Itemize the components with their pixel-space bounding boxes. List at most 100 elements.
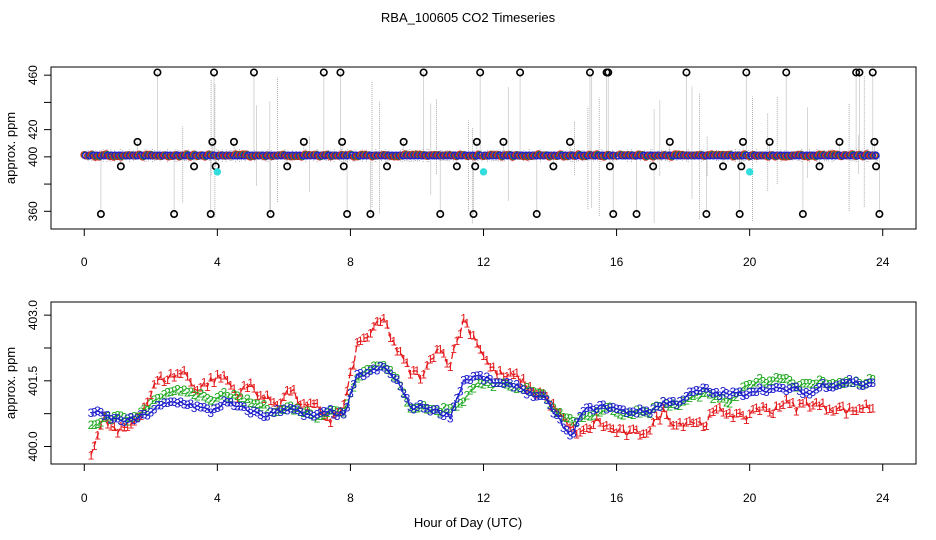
series-marker: 2: [710, 392, 717, 406]
series-marker: 3: [597, 398, 604, 412]
series-marker: 1: [404, 356, 411, 370]
series-marker: 1: [327, 416, 334, 430]
series-marker: 2: [261, 398, 268, 412]
series-marker: 1: [740, 408, 747, 422]
outlier-point: [339, 162, 348, 171]
y-tick-label: 360: [26, 201, 40, 221]
series-marker: 1: [301, 396, 308, 410]
series-marker: 1: [497, 363, 504, 377]
series-marker: 1: [324, 410, 331, 424]
series-marker: 2: [836, 376, 843, 390]
series-marker: 3: [856, 378, 863, 392]
series-marker: 3: [267, 405, 274, 419]
series-marker: 3: [464, 373, 471, 387]
series-marker: 1: [630, 422, 637, 436]
series-marker: 1: [567, 421, 574, 435]
series-marker: 3: [261, 410, 268, 424]
series-marker: 1: [151, 378, 158, 392]
series-marker: 1: [414, 364, 421, 378]
series-marker: 2: [98, 415, 105, 429]
series-marker: 1: [796, 397, 803, 411]
series-marker: 3: [340, 408, 347, 422]
outlier-point: [665, 137, 674, 146]
series-marker: 3: [656, 400, 663, 414]
series-marker: 3: [783, 384, 790, 398]
series-marker: 3: [417, 398, 424, 412]
x-tick-label: 12: [477, 255, 491, 269]
series-marker: 1: [800, 396, 807, 410]
outlier-point: [609, 210, 618, 219]
series-marker: 1: [686, 414, 693, 428]
series-marker: 3: [187, 397, 194, 411]
series-marker: 2: [217, 389, 224, 403]
series-marker: 3: [414, 400, 421, 414]
series-marker: 2: [251, 397, 258, 411]
series-marker: 1: [523, 383, 530, 397]
series-marker: 1: [656, 413, 663, 427]
series-marker: 3: [194, 399, 201, 413]
series-marker: 1: [177, 367, 184, 381]
series-marker: 1: [357, 334, 364, 348]
outlier-point: [338, 137, 347, 146]
x-tick-label: 4: [214, 255, 221, 269]
outlier-point: [875, 210, 884, 219]
series-marker: 3: [114, 411, 121, 425]
series-marker: 2: [563, 411, 570, 425]
series-marker: 1: [673, 418, 680, 432]
series-marker: 1: [760, 399, 767, 413]
series-marker: 1: [633, 423, 640, 437]
series-marker: 2: [483, 375, 490, 389]
series-marker: 2: [593, 405, 600, 419]
series-marker: 3: [404, 391, 411, 405]
series-marker: 3: [108, 412, 115, 426]
series-marker: 2: [720, 391, 727, 405]
series-marker: 2: [843, 374, 850, 388]
series-marker: 1: [287, 385, 294, 399]
series-marker: 3: [164, 396, 171, 410]
series-marker: 2: [750, 378, 757, 392]
x-tick-label: 16: [610, 491, 624, 505]
x-tick-label: 12: [477, 491, 491, 505]
series-marker: 3: [703, 382, 710, 396]
series-marker: 2: [480, 377, 487, 391]
series-marker: 3: [520, 383, 527, 397]
series-marker: 3: [670, 394, 677, 408]
series-marker: 2: [134, 410, 141, 424]
series-marker: 2: [387, 364, 394, 378]
outlier-point: [735, 210, 744, 219]
outlier-point: [476, 68, 485, 77]
series-marker: 1: [454, 334, 461, 348]
series-marker: 1: [237, 385, 244, 399]
series-marker: 2: [743, 379, 750, 393]
series-marker: 3: [503, 376, 510, 390]
series-marker: 2: [570, 415, 577, 429]
outlier-point: [452, 162, 461, 171]
series-marker: 3: [171, 395, 178, 409]
series-marker: 2: [108, 413, 115, 427]
series-marker: 3: [151, 402, 158, 416]
series-marker: 2: [374, 359, 381, 373]
series-marker: 1: [114, 426, 121, 440]
series-marker: 1: [493, 368, 500, 382]
series-marker: 1: [181, 363, 188, 377]
series-marker: 2: [537, 387, 544, 401]
series-marker: 1: [743, 413, 750, 427]
series-marker: 3: [390, 372, 397, 386]
series-marker: 3: [374, 364, 381, 378]
series-marker: 2: [344, 397, 351, 411]
series-marker: 2: [167, 385, 174, 399]
series-marker: 1: [184, 369, 191, 383]
series-marker: 1: [853, 404, 860, 418]
series-marker: 1: [251, 381, 258, 395]
series-marker: 1: [154, 373, 161, 387]
series-marker: 3: [580, 405, 587, 419]
series-marker: 3: [500, 377, 507, 391]
series-marker: 1: [394, 344, 401, 358]
series-marker: 3: [387, 367, 394, 381]
series-marker: 3: [673, 398, 680, 412]
series-marker: 1: [374, 314, 381, 328]
series-marker: 2: [121, 410, 128, 424]
series-marker: 3: [324, 405, 331, 419]
series-marker: 1: [570, 419, 577, 433]
